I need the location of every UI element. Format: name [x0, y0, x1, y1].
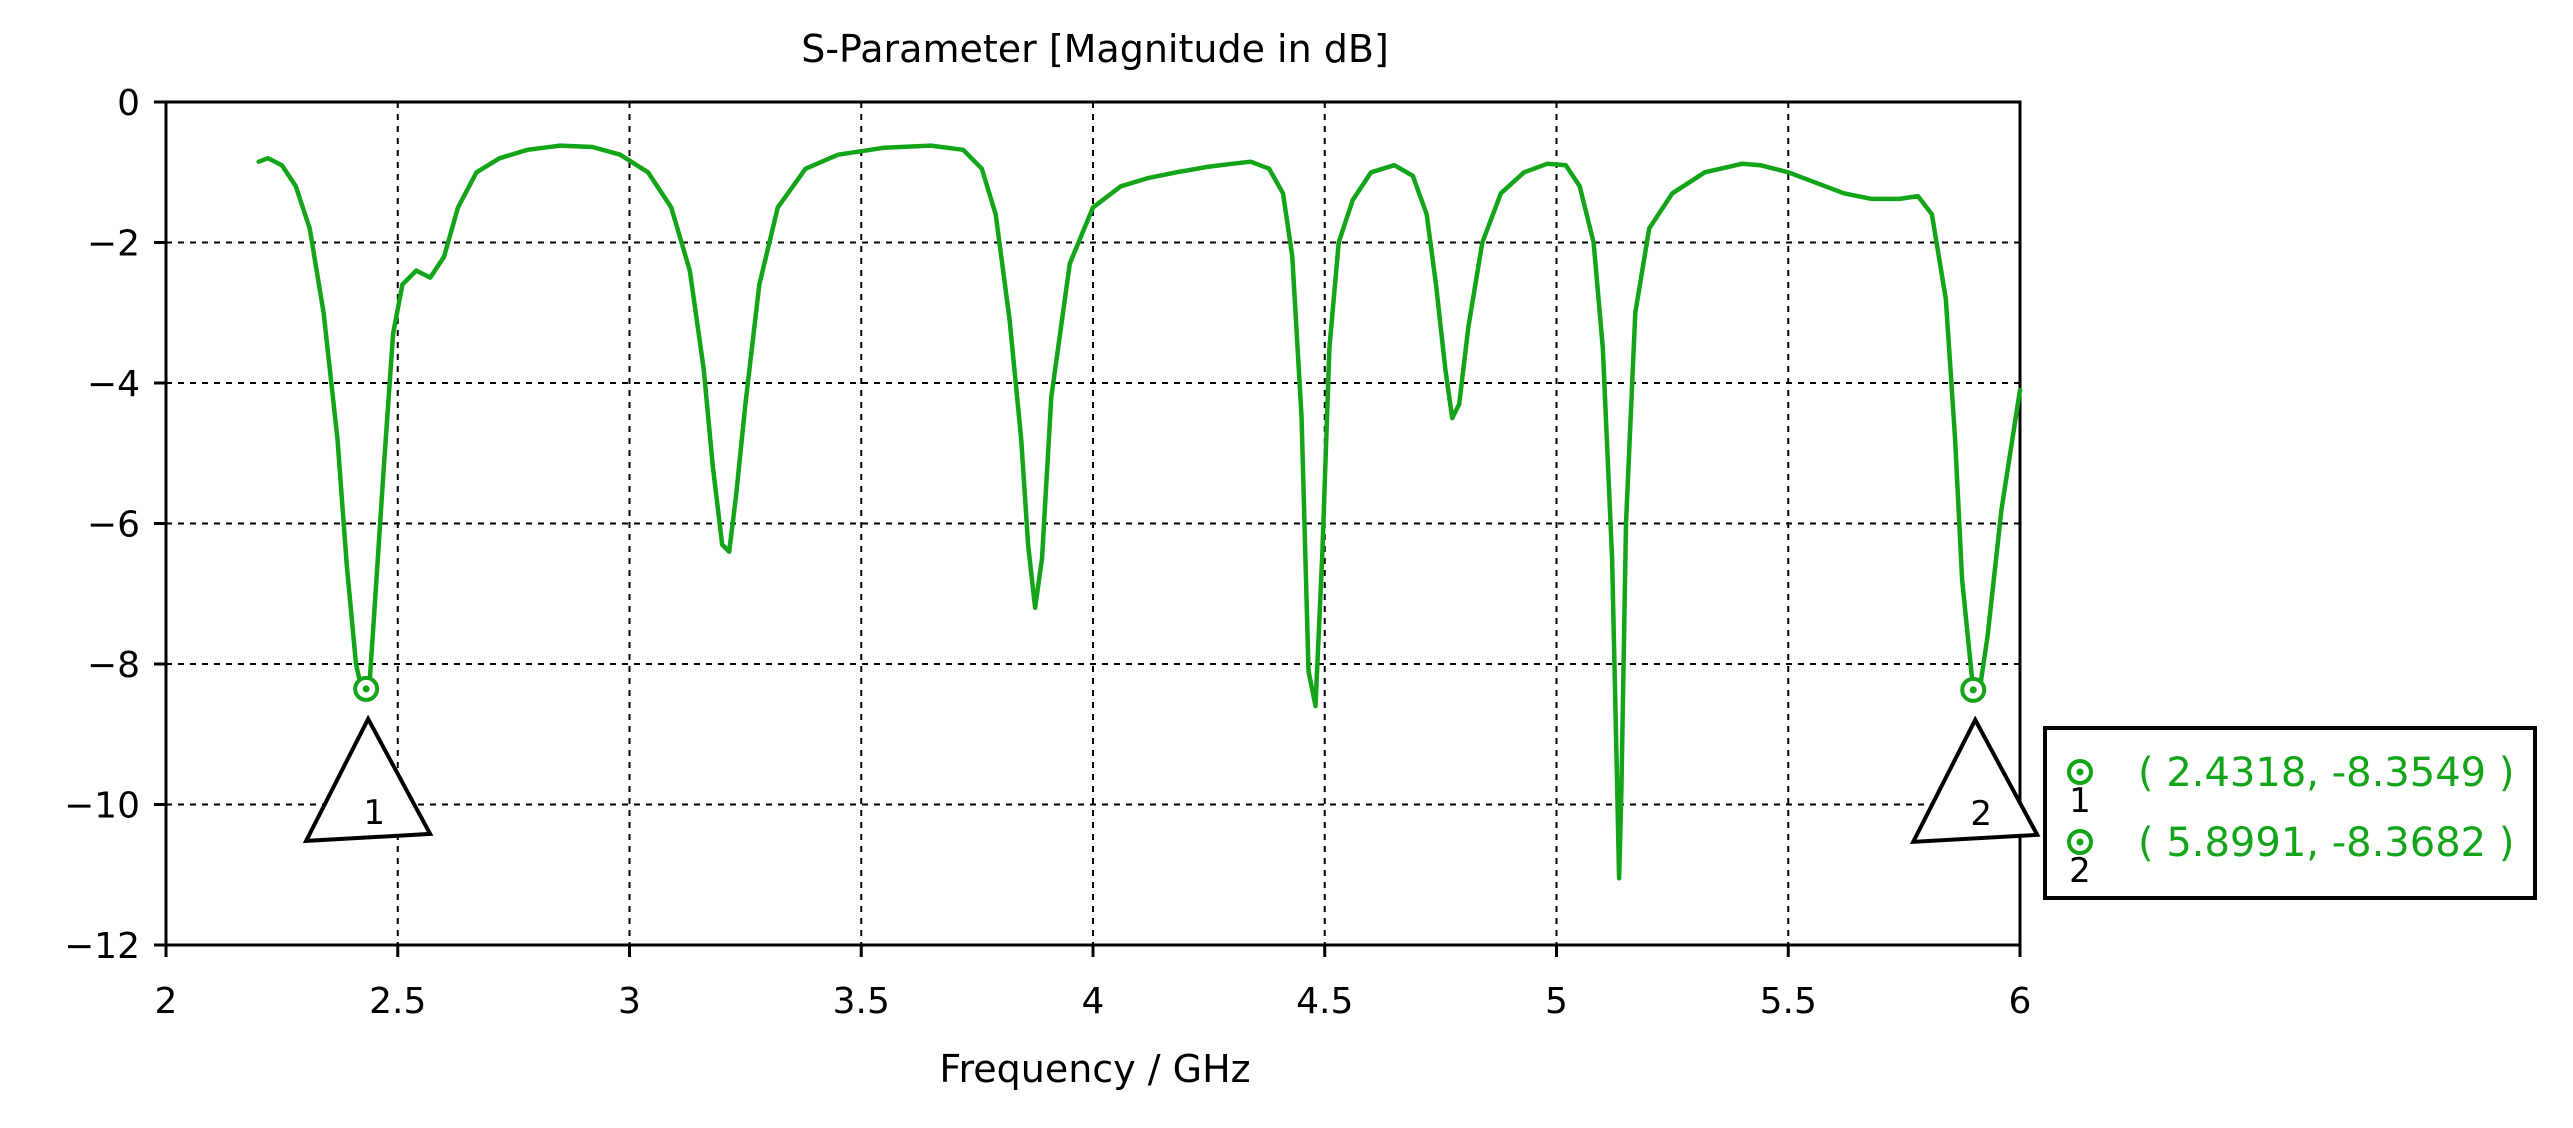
marker-1-flag — [302, 714, 434, 844]
x-tick-label: 4.5 — [1296, 981, 1353, 1022]
legend-marker-1-value: ( 2.4318, -8.3549 ) — [2138, 750, 2514, 796]
marker-2-flag — [1909, 715, 2041, 845]
legend-marker-2-dot — [2076, 838, 2084, 846]
legend-marker-1-dot — [2076, 768, 2084, 776]
y-tick-label: −2 — [87, 224, 140, 265]
legend-marker-2-value: ( 5.8991, -8.3682 ) — [2138, 820, 2514, 866]
y-tick-label: −12 — [64, 926, 140, 967]
y-tick-label: −6 — [87, 505, 140, 546]
series-layer — [256, 143, 2023, 881]
tick-layer: 2 2.5 3 3.5 4 4.5 5 5.5 6 0 −2 −4 −6 −8 −10 −12 — [64, 83, 2031, 1022]
chart-title: S-Parameter [Magnitude in dB] — [801, 27, 1389, 71]
x-tick-label: 6 — [2009, 981, 2032, 1022]
legend-marker-1-number: 1 — [2069, 781, 2091, 821]
y-tick-label: −10 — [64, 786, 140, 827]
y-tick-label: 0 — [117, 83, 140, 124]
marker-legend[interactable]: 1 ( 2.4318, -8.3549 ) 2 ( 5.8991, -8.3682 ) — [2043, 726, 2537, 900]
x-tick-label: 3 — [618, 981, 641, 1022]
x-tick-label: 4 — [1082, 981, 1105, 1022]
x-tick-label: 2.5 — [369, 981, 426, 1022]
marker-1-number: 1 — [363, 793, 385, 833]
x-tick-label: 3.5 — [833, 981, 890, 1022]
y-tick-label: −8 — [87, 645, 140, 686]
marker-1-dot — [362, 685, 370, 693]
y-tick-label: −4 — [87, 364, 140, 405]
x-tick-label: 5 — [1545, 981, 1568, 1022]
x-tick-label: 5.5 — [1760, 981, 1817, 1022]
marker-2-dot — [1969, 686, 1977, 694]
legend-items: 1 ( 2.4318, -8.3549 ) 2 ( 5.8991, -8.3682 ) — [2067, 750, 2514, 891]
x-axis-label: Frequency / GHz — [939, 1047, 1250, 1091]
series-line-s11 — [256, 143, 2023, 881]
marker-2-number: 2 — [1970, 794, 1992, 834]
legend-box — [2043, 726, 2537, 900]
legend-marker-2-number: 2 — [2069, 851, 2091, 891]
x-tick-label: 2 — [155, 981, 178, 1022]
grid-layer — [166, 102, 2020, 945]
